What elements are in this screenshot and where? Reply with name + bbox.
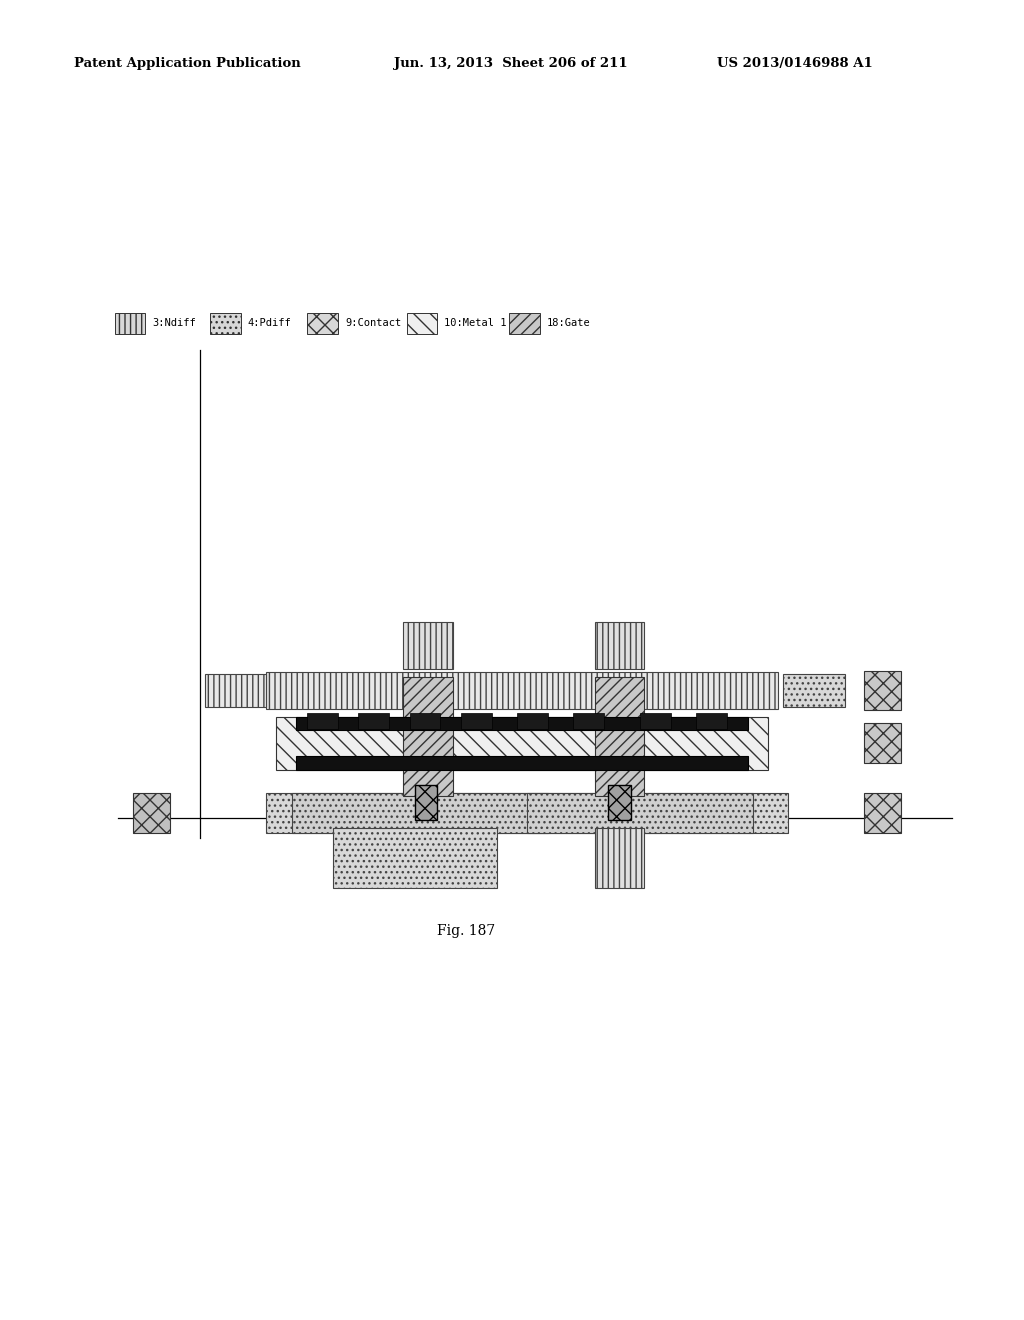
Bar <box>461 713 492 729</box>
Bar <box>333 829 497 888</box>
Text: 10:Metal 1: 10:Metal 1 <box>444 318 507 329</box>
Bar <box>595 829 644 888</box>
Text: Fig. 187: Fig. 187 <box>437 924 495 937</box>
Bar <box>783 673 845 708</box>
Bar <box>595 677 644 796</box>
Text: US 2013/0146988 A1: US 2013/0146988 A1 <box>717 57 872 70</box>
Bar <box>407 313 437 334</box>
Bar <box>509 313 540 334</box>
Bar <box>864 671 901 710</box>
Bar <box>210 313 241 334</box>
Bar <box>517 713 548 729</box>
Bar <box>266 793 788 833</box>
Text: 9:Contact: 9:Contact <box>345 318 401 329</box>
Bar <box>133 793 170 833</box>
Bar <box>276 717 768 770</box>
Text: 18:Gate: 18:Gate <box>547 318 591 329</box>
Bar <box>292 793 548 833</box>
Bar <box>415 784 437 820</box>
Bar <box>266 672 778 709</box>
Bar <box>696 713 727 729</box>
Bar <box>573 713 604 729</box>
Bar <box>640 713 671 729</box>
Bar <box>307 313 338 334</box>
Bar <box>864 793 901 833</box>
Bar <box>864 723 901 763</box>
Bar <box>403 623 453 668</box>
Bar <box>608 784 631 820</box>
Bar <box>410 713 440 729</box>
Bar <box>205 673 266 708</box>
Bar <box>358 713 389 729</box>
Text: Patent Application Publication: Patent Application Publication <box>74 57 300 70</box>
Bar <box>595 623 644 668</box>
Bar <box>296 756 749 770</box>
Bar <box>296 717 749 730</box>
Text: 3:Ndiff: 3:Ndiff <box>153 318 197 329</box>
Bar <box>527 793 753 833</box>
Text: 4:Pdiff: 4:Pdiff <box>248 318 292 329</box>
Text: Jun. 13, 2013  Sheet 206 of 211: Jun. 13, 2013 Sheet 206 of 211 <box>394 57 628 70</box>
Bar <box>307 713 338 729</box>
Bar <box>403 677 453 796</box>
Bar <box>115 313 145 334</box>
